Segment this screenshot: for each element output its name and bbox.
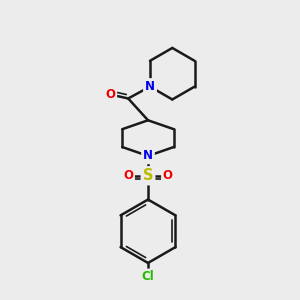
Text: O: O [163,169,173,182]
Text: Cl: Cl [142,270,154,283]
Text: N: N [145,80,155,93]
Text: S: S [143,168,153,183]
Text: N: N [143,149,153,162]
Text: O: O [123,169,133,182]
Text: N: N [145,80,155,93]
Text: O: O [105,88,116,101]
